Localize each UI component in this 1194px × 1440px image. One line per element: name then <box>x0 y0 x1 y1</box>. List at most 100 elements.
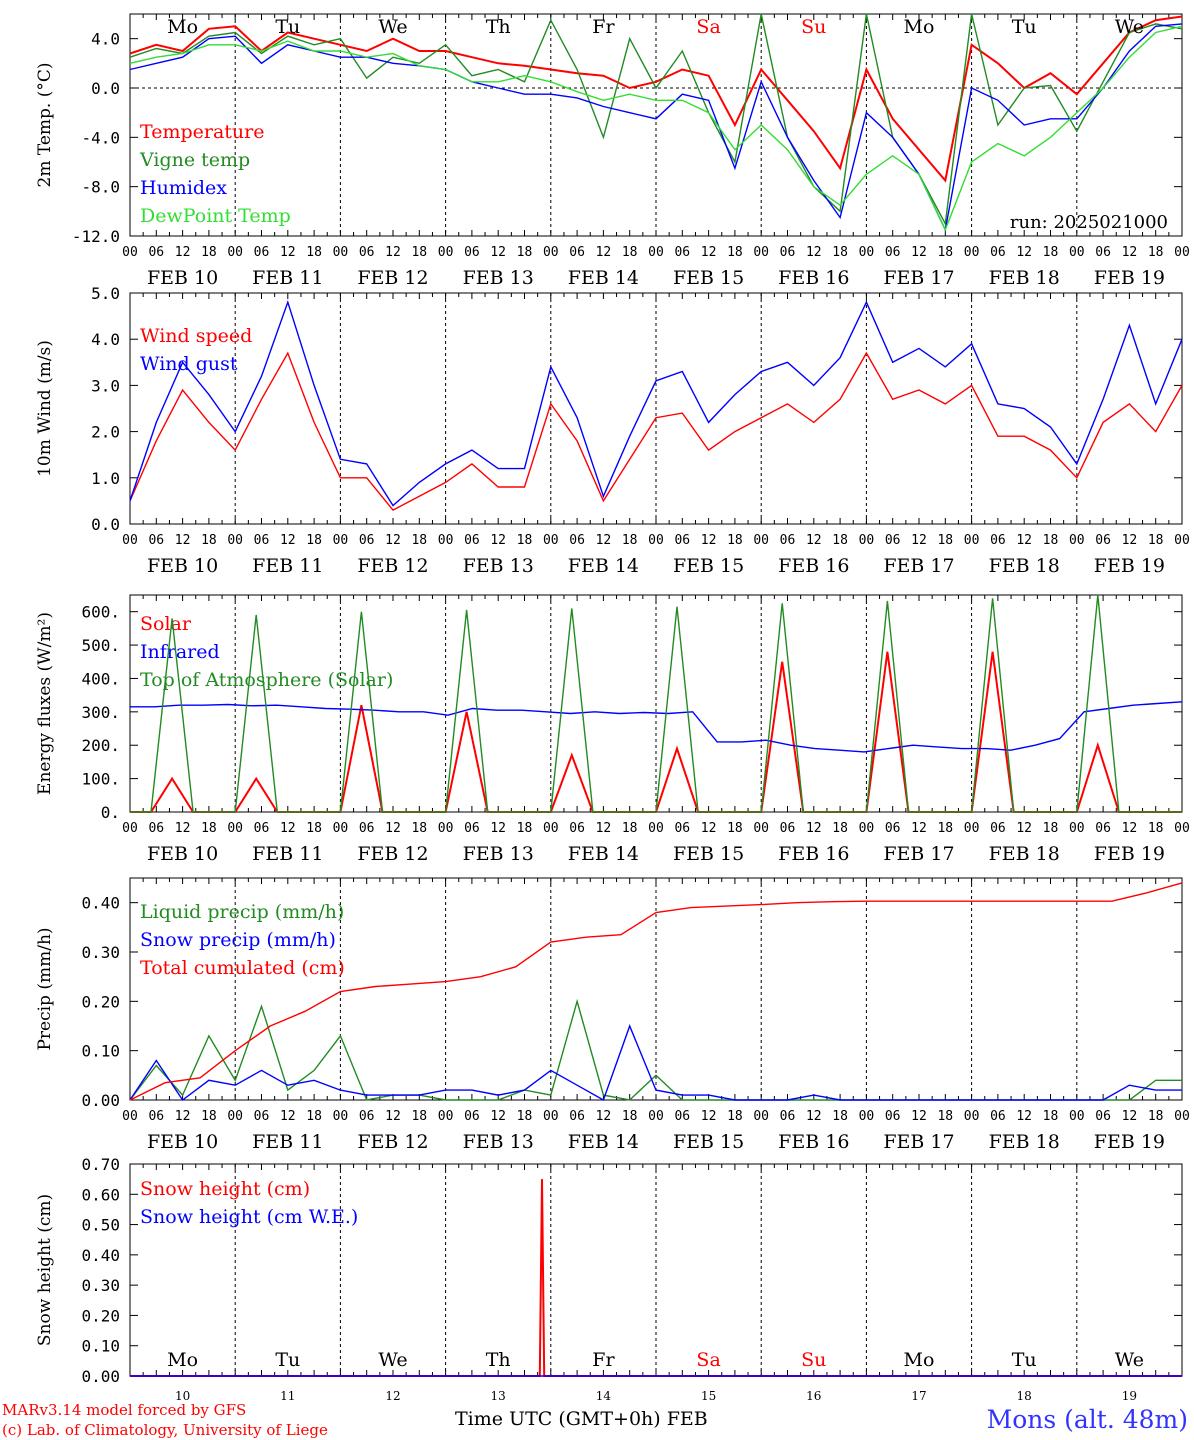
y-tick-label: 0.40 <box>81 894 120 913</box>
y-tick-label: 4.0 <box>91 330 120 349</box>
x-hour-label: 18 <box>1043 821 1059 836</box>
weekday-label: We <box>378 16 407 38</box>
y-tick-label: 0.10 <box>81 1042 120 1061</box>
x-hour-label: 00 <box>648 821 664 836</box>
x-hour-label: 12 <box>806 1109 822 1124</box>
x-hour-label: 06 <box>780 821 796 836</box>
day-number-label: 10 <box>175 1389 190 1403</box>
y-tick-label: 2.0 <box>91 423 120 442</box>
x-day-label: FEB 19 <box>1094 555 1165 577</box>
x-hour-label: 12 <box>911 533 927 548</box>
x-hour-label: 12 <box>1016 245 1032 260</box>
x-day-label: FEB 18 <box>989 1131 1060 1153</box>
x-hour-label: 18 <box>411 821 427 836</box>
x-hour-label: 12 <box>175 821 191 836</box>
y-tick-label: -8.0 <box>81 178 120 197</box>
y-axis-label: 2m Temp. (°C) <box>35 62 55 187</box>
legend-entry: Humidex <box>140 177 227 199</box>
x-hour-label: 06 <box>359 821 375 836</box>
x-hour-label: 12 <box>596 1109 612 1124</box>
x-hour-label: 12 <box>385 533 401 548</box>
x-hour-label: 00 <box>859 821 875 836</box>
x-hour-label: 12 <box>596 245 612 260</box>
x-hour-label: 06 <box>254 1109 270 1124</box>
x-hour-label: 00 <box>333 1109 349 1124</box>
x-hour-label: 00 <box>1174 821 1190 836</box>
x-hour-label: 06 <box>885 245 901 260</box>
x-hour-label: 06 <box>1095 245 1111 260</box>
x-hour-label: 12 <box>175 245 191 260</box>
x-hour-label: 00 <box>859 245 875 260</box>
x-hour-label: 06 <box>464 1109 480 1124</box>
x-day-label: FEB 16 <box>778 555 849 577</box>
x-hour-label: 18 <box>727 245 743 260</box>
x-hour-label: 06 <box>148 1109 164 1124</box>
x-hour-label: 18 <box>937 533 953 548</box>
y-tick-label: 0.30 <box>81 1276 120 1295</box>
x-hour-label: 00 <box>543 533 559 548</box>
legend-entry: Top of Atmosphere (Solar) <box>140 669 393 691</box>
legend-entry: Infrared <box>140 641 220 663</box>
y-tick-label: 4.0 <box>91 30 120 49</box>
x-hour-label: 06 <box>780 533 796 548</box>
x-hour-label: 06 <box>569 1109 585 1124</box>
weekday-label: Tu <box>275 1349 300 1371</box>
weekday-label: Tu <box>275 16 300 38</box>
x-hour-label: 12 <box>490 245 506 260</box>
x-hour-label: 06 <box>1095 821 1111 836</box>
x-hour-label: 06 <box>464 533 480 548</box>
x-hour-label: 12 <box>175 1109 191 1124</box>
x-day-label: FEB 17 <box>883 1131 954 1153</box>
x-hour-label: 06 <box>885 821 901 836</box>
x-hour-label: 00 <box>543 245 559 260</box>
x-hour-label: 00 <box>648 1109 664 1124</box>
x-hour-label: 12 <box>701 1109 717 1124</box>
x-hour-label: 18 <box>937 821 953 836</box>
x-day-label: FEB 11 <box>252 1131 323 1153</box>
x-day-label: FEB 14 <box>568 843 639 865</box>
weekday-label: Th <box>486 16 511 38</box>
x-hour-label: 00 <box>543 821 559 836</box>
x-hour-label: 00 <box>1069 245 1085 260</box>
x-hour-label: 18 <box>306 245 322 260</box>
x-hour-label: 00 <box>438 533 454 548</box>
x-hour-label: 18 <box>411 245 427 260</box>
x-day-label: FEB 11 <box>252 555 323 577</box>
x-hour-label: 18 <box>517 1109 533 1124</box>
x-day-label: FEB 15 <box>673 555 744 577</box>
legend-entry: Snow height (cm W.E.) <box>140 1206 358 1228</box>
legend-entry: Solar <box>140 613 192 635</box>
x-hour-label: 18 <box>832 533 848 548</box>
y-tick-label: 1.0 <box>91 469 120 488</box>
x-hour-label: 12 <box>490 1109 506 1124</box>
x-hour-label: 12 <box>806 821 822 836</box>
x-hour-label: 00 <box>333 245 349 260</box>
x-day-label: FEB 16 <box>778 843 849 865</box>
x-hour-label: 12 <box>806 245 822 260</box>
series-line-total-cumulated-cm- <box>129 882 1183 1101</box>
x-hour-label: 12 <box>596 821 612 836</box>
x-hour-label: 18 <box>306 821 322 836</box>
x-hour-label: 00 <box>333 821 349 836</box>
x-hour-label: 00 <box>964 1109 980 1124</box>
x-hour-label: 00 <box>122 1109 138 1124</box>
day-number-label: 14 <box>596 1389 612 1403</box>
x-hour-label: 12 <box>911 1109 927 1124</box>
legend-entry: Snow height (cm) <box>140 1178 310 1200</box>
x-day-label: FEB 11 <box>252 843 323 865</box>
y-tick-label: 3.0 <box>91 376 120 395</box>
x-hour-label: 12 <box>490 533 506 548</box>
x-hour-label: 00 <box>1069 821 1085 836</box>
x-hour-label: 06 <box>359 533 375 548</box>
x-hour-label: 12 <box>280 533 296 548</box>
x-hour-label: 12 <box>1122 533 1138 548</box>
y-tick-label: 0.00 <box>81 1367 120 1386</box>
legend-entry: Liquid precip (mm/h) <box>140 901 344 923</box>
x-hour-label: 06 <box>674 1109 690 1124</box>
x-hour-label: 00 <box>333 533 349 548</box>
x-hour-label: 18 <box>937 245 953 260</box>
x-hour-label: 06 <box>464 245 480 260</box>
x-hour-label: 06 <box>990 245 1006 260</box>
x-hour-label: 12 <box>701 821 717 836</box>
